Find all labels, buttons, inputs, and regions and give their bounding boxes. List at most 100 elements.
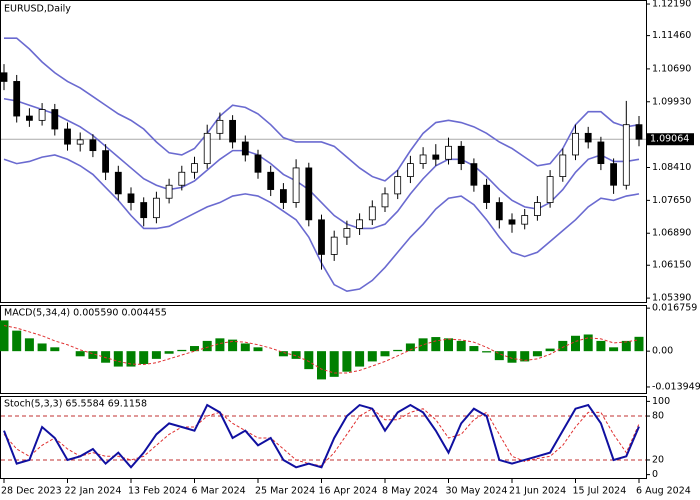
- candle-body: [292, 167, 300, 203]
- candle-body: [419, 154, 427, 165]
- macd-bar: [24, 338, 34, 352]
- macd-bar: [393, 349, 403, 352]
- candle-body: [140, 202, 148, 219]
- macd-bar: [367, 351, 377, 362]
- macd-signal: [3, 325, 640, 374]
- candle-body: [178, 171, 186, 186]
- macd-bar: [164, 351, 174, 354]
- macd-bar: [215, 338, 225, 352]
- y-tick-label: 0: [652, 469, 658, 480]
- candle-body: [368, 206, 376, 221]
- candle-body: [102, 150, 109, 173]
- candle-body: [13, 81, 21, 117]
- macd-bar: [88, 351, 98, 359]
- y-tick-label: 0.00: [652, 346, 673, 357]
- macd-bar: [37, 343, 47, 352]
- candle-body: [483, 184, 491, 203]
- macd-bar: [558, 340, 568, 352]
- x-tick-label: 22 Jan 2024: [65, 486, 122, 497]
- macd-bar: [469, 346, 479, 352]
- macd-bar: [545, 348, 555, 352]
- y-tick-label: 1.07650: [652, 195, 691, 206]
- candle-body: [0, 72, 8, 82]
- macd-bar: [596, 340, 606, 352]
- candle-body: [203, 132, 211, 165]
- candle-body: [254, 154, 262, 173]
- macd-bar: [444, 338, 453, 352]
- macd-bar: [418, 338, 428, 352]
- candle-body: [305, 167, 313, 221]
- macd-bar: [240, 343, 250, 352]
- candle-body: [521, 215, 529, 225]
- macd-bar: [202, 340, 212, 352]
- candle-body: [584, 132, 592, 143]
- x-tick-label: 6 Aug 2024: [636, 486, 691, 497]
- y-tick-label: 1.08410: [652, 162, 691, 173]
- candle-body: [51, 109, 59, 130]
- stoch-title: Stoch(5,3,3) 65.5584 69.1158: [4, 399, 147, 410]
- current-price-box: [646, 133, 694, 146]
- candle-body: [76, 139, 84, 145]
- macd-bar: [113, 351, 123, 367]
- candle-body: [622, 124, 630, 186]
- macd-bar: [431, 337, 441, 352]
- candle-body: [610, 163, 617, 186]
- macd-bar: [126, 351, 136, 367]
- candle-body: [432, 154, 440, 160]
- macd-bar: [50, 347, 60, 352]
- candle-body: [356, 219, 364, 229]
- candle-body: [457, 145, 465, 165]
- macd-bar: [291, 351, 301, 359]
- candle-body: [114, 171, 122, 195]
- price-panel: [0, 0, 647, 303]
- x-tick-label: 13 Feb 2024: [128, 486, 187, 497]
- candle-body: [279, 189, 287, 203]
- macd-bar: [12, 330, 22, 352]
- y-tick-label: -0.013949: [652, 381, 700, 392]
- macd-bar: [520, 351, 530, 362]
- macd-bar: [609, 347, 619, 352]
- y-tick-label: 100: [652, 396, 670, 407]
- macd-bar: [532, 351, 542, 357]
- candle-body: [343, 228, 351, 238]
- candle-body: [229, 119, 237, 143]
- stoch-main: [3, 403, 640, 469]
- candle-body: [330, 236, 338, 255]
- macd-bar: [228, 339, 238, 352]
- y-tick-label: 80: [652, 411, 664, 422]
- macd-bar: [634, 336, 644, 352]
- macd-bar: [177, 349, 187, 352]
- x-tick-label: 25 Mar 2024: [255, 486, 315, 497]
- current-price-label: 1.09064: [650, 134, 689, 145]
- candle-body: [470, 163, 478, 186]
- x-tick-label: 21 Jun 2024: [509, 486, 566, 497]
- candle-body: [152, 197, 160, 219]
- candle-body: [318, 219, 325, 255]
- y-tick-label: 0.016759: [652, 303, 697, 314]
- x-tick-label: 28 Dec 2023: [1, 486, 62, 497]
- candle-body: [495, 202, 503, 221]
- macd-bar: [482, 351, 492, 353]
- candle-body: [127, 193, 135, 203]
- bollinger-band: [4, 37, 640, 182]
- macd-bar: [278, 351, 288, 357]
- macd-bar: [304, 351, 314, 370]
- macd-bar: [317, 351, 326, 380]
- macd-bar: [507, 351, 517, 363]
- macd-bar: [405, 343, 415, 352]
- y-tick-label: 1.12190: [652, 0, 691, 10]
- macd-bar: [190, 346, 199, 352]
- candle-body: [64, 128, 71, 145]
- macd-bar: [329, 351, 339, 377]
- y-tick-label: 1.11460: [652, 30, 691, 41]
- y-tick-label: 20: [652, 454, 664, 465]
- y-tick-label: 1.05390: [652, 293, 691, 304]
- candle-body: [635, 124, 643, 140]
- macd-bar: [75, 351, 85, 357]
- macd-bar: [355, 351, 365, 367]
- x-tick-label: 15 Jul 2024: [573, 486, 627, 497]
- candle-body: [572, 132, 579, 156]
- x-tick-label: 8 May 2024: [382, 486, 438, 497]
- candle-body: [267, 171, 275, 190]
- candle-body: [191, 163, 198, 173]
